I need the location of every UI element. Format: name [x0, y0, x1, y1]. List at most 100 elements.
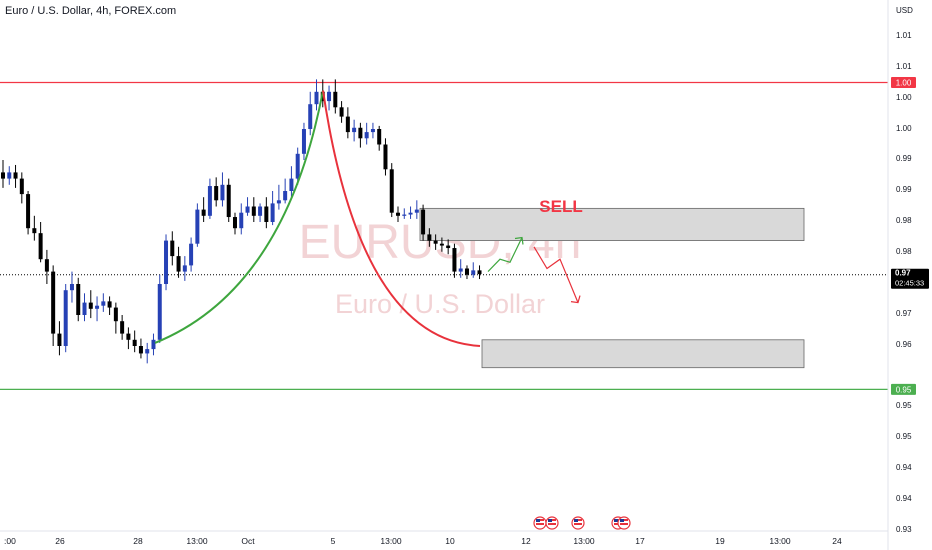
candle-body	[170, 240, 175, 257]
candle-body	[195, 209, 200, 244]
candle-body	[69, 284, 74, 291]
candle-body	[276, 200, 281, 204]
candle-body	[370, 129, 375, 133]
candle-body	[345, 116, 350, 133]
time-tick: 24	[832, 536, 842, 546]
currency-label: USD	[896, 6, 913, 15]
us-flag-icon	[533, 516, 547, 530]
candle-body	[270, 203, 275, 222]
candle-body	[464, 268, 469, 275]
time-tick: 17	[635, 536, 645, 546]
candle-body	[333, 91, 338, 108]
candle-body	[327, 91, 332, 102]
us-flag-icon	[617, 516, 631, 530]
flag-canton	[620, 519, 624, 522]
candle-body	[414, 209, 419, 213]
flag-canton	[614, 519, 618, 522]
candle-body	[38, 233, 43, 260]
projection-down-path	[533, 246, 579, 303]
price-tick: 1.01	[896, 62, 912, 71]
time-axis[interactable]: :00 26 28 13:00 Oct 5 13:00 10 12 13:00 17 19 13:00 2…	[4, 536, 842, 546]
time-tick: 12	[521, 536, 531, 546]
price-axis[interactable]: 1.01 1.01 1.00 1.00 0.99 0.99 0.98 0.98 0.97 0.96…	[896, 31, 912, 534]
price-tick: 0.94	[896, 463, 912, 472]
candle-body	[164, 240, 169, 284]
candle-body	[452, 248, 457, 272]
time-tick: 13:00	[186, 536, 208, 546]
candle-body	[295, 153, 300, 179]
candle-body	[446, 245, 451, 249]
price-tick: 0.99	[896, 185, 912, 194]
candle-body	[232, 217, 237, 229]
us-flag-icon	[545, 516, 559, 530]
flag-stripe	[536, 523, 544, 525]
candle-body	[352, 127, 357, 133]
candle-body	[364, 132, 369, 139]
candle-body	[182, 265, 187, 272]
candle-body	[439, 243, 444, 246]
svg-text:0.95: 0.95	[896, 385, 912, 394]
time-tick: 28	[133, 536, 143, 546]
price-tick: 0.98	[896, 247, 912, 256]
candle-body	[283, 191, 288, 201]
price-tick: 0.95	[896, 432, 912, 441]
target-zone[interactable]	[481, 339, 805, 369]
candle-body	[396, 212, 401, 216]
price-tick: 0.98	[896, 216, 912, 225]
candle-body	[471, 270, 476, 275]
candle-body	[82, 302, 87, 315]
projection-up-path	[487, 237, 523, 273]
candle-body	[101, 301, 106, 306]
price-tick: 0.94	[896, 494, 912, 503]
projection-up-arrow	[487, 236, 524, 273]
candle-body	[389, 169, 394, 213]
candle-body	[427, 234, 432, 241]
candle-body	[408, 212, 413, 215]
flag-canton	[548, 519, 552, 522]
candle-body	[264, 206, 269, 222]
candle-body	[402, 214, 407, 216]
time-tick: 19	[715, 536, 725, 546]
svg-text:1.00: 1.00	[896, 79, 912, 88]
candle-body	[44, 259, 49, 272]
candles	[1, 79, 482, 364]
candle-body	[226, 184, 231, 218]
candle-body	[433, 240, 438, 244]
sell-zone[interactable]	[419, 207, 805, 242]
candle-body	[145, 349, 150, 354]
time-tick: :00	[4, 536, 16, 546]
projection-up-head	[514, 236, 524, 245]
candle-body	[19, 178, 24, 195]
candle-body	[13, 172, 18, 179]
countdown-timer: 02:45:33	[895, 279, 924, 288]
candle-body	[7, 172, 12, 179]
candle-body	[220, 184, 225, 201]
candle-body	[157, 284, 162, 340]
candle-body	[201, 209, 206, 216]
candle-body	[57, 333, 62, 346]
projection-down-arrow	[533, 246, 581, 304]
flag-stripe	[574, 523, 582, 525]
price-tick: 0.93	[896, 525, 912, 534]
sell-label: SELL	[539, 197, 582, 216]
candle-body	[176, 256, 181, 272]
candle-body	[138, 346, 143, 354]
price-tick: 0.96	[896, 340, 912, 349]
projection-down-head	[570, 295, 581, 304]
candle-body	[258, 206, 263, 216]
price-tick: 1.01	[896, 31, 912, 40]
candle-body	[421, 209, 426, 235]
time-tick: 13:00	[573, 536, 595, 546]
candle-body	[214, 186, 219, 201]
price-tick: 1.00	[896, 124, 912, 133]
candle-body	[51, 271, 56, 334]
price-tick: 0.95	[896, 401, 912, 410]
candle-body	[458, 268, 463, 272]
candle-body	[339, 107, 344, 117]
candle-body	[26, 194, 31, 229]
economic-events[interactable]	[533, 516, 631, 530]
candle-body	[189, 243, 194, 266]
watermark-name: Euro / U.S. Dollar	[335, 289, 545, 319]
candle-body	[76, 284, 81, 315]
